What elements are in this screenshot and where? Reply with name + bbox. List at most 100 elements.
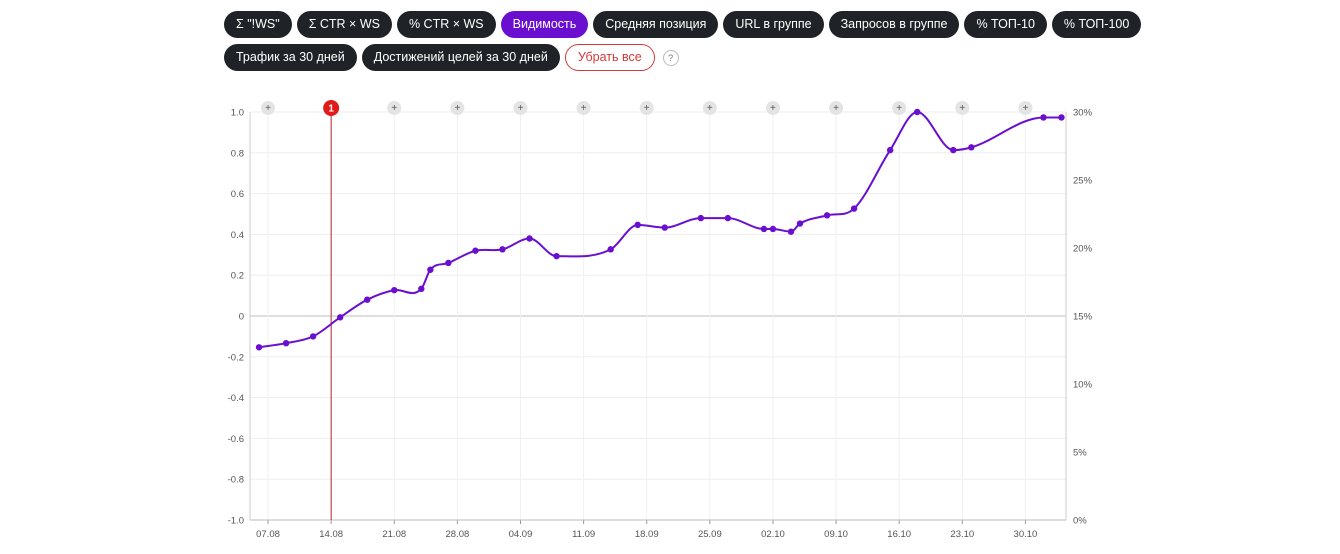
add-event-button[interactable] [513, 101, 528, 115]
metric-pill-достижений-целей-за-30-дней[interactable]: Достижений целей за 30 дней [361, 44, 560, 71]
add-event-plus-icon: + [644, 103, 650, 114]
data-point [364, 296, 371, 303]
y-left-tick-label: -0.6 [228, 434, 244, 445]
data-point [472, 247, 479, 254]
data-point [553, 252, 560, 260]
metric-pill-топ-10[interactable]: % ТОП-10 [964, 11, 1047, 38]
add-event-plus-icon: + [581, 103, 587, 114]
data-point [309, 333, 317, 340]
x-tick-label: 11.09 [572, 529, 595, 540]
add-event-button[interactable] [702, 101, 717, 115]
metric-toolbar: Σ "!WS" Σ CTR × WS% CTR × WS Видимость Сред… [224, 11, 1142, 77]
data-point [661, 224, 668, 231]
y-left-tick-label: 0.8 [231, 148, 244, 159]
x-tick-label: 14.08 [319, 529, 343, 540]
x-tick-label: 16.10 [887, 529, 911, 540]
data-point [823, 212, 831, 219]
metric-row-2: Трафик за 30 дней Достижений целей за 30 … [224, 44, 1124, 71]
data-point [445, 259, 452, 267]
event-marker-badge [323, 100, 340, 116]
add-event-plus-icon: + [391, 103, 397, 114]
add-event-plus-icon: + [896, 103, 902, 114]
y-left-tick-label: 1.0 [231, 108, 244, 119]
metric-pill-ws[interactable]: Σ "!WS" [224, 11, 292, 38]
x-tick-label: 04.09 [509, 529, 533, 540]
data-point [1058, 114, 1065, 121]
data-point [634, 221, 641, 229]
visibility-series-line [258, 110, 1062, 349]
add-event-plus-icon: + [454, 103, 460, 114]
add-event-button[interactable] [829, 101, 844, 115]
y-left-tick-label: 0.6 [231, 189, 244, 200]
data-point [336, 314, 344, 321]
metric-pill-трафик-за-30-дней[interactable]: Трафик за 30 дней [224, 44, 357, 71]
data-point [255, 344, 263, 351]
metric-row-1: Σ "!WS" Σ CTR × WS% CTR × WS Видимость Сред… [224, 11, 1142, 38]
metric-pill-ctr-ws[interactable]: Σ CTR × WS [296, 11, 392, 38]
add-event-button[interactable] [955, 101, 970, 115]
add-event-button[interactable] [387, 101, 402, 115]
data-point [418, 285, 425, 292]
data-point [1040, 114, 1047, 121]
x-tick-label: 02.10 [761, 529, 785, 540]
metric-pill-средняя-позиция[interactable]: Средняя позиция [593, 11, 719, 38]
metric-pill-топ-100[interactable]: % ТОП-100 [1051, 11, 1142, 38]
add-event-button[interactable] [450, 101, 465, 115]
add-event-plus-icon: + [707, 103, 713, 114]
add-event-plus-icon: + [1023, 103, 1029, 114]
y-right-tick-label: 30% [1073, 108, 1093, 119]
data-point [760, 225, 768, 233]
x-tick-label: 21.08 [382, 529, 406, 540]
x-tick-label: 23.10 [950, 529, 974, 540]
y-right-tick-label: 0% [1073, 516, 1087, 527]
x-tick-label: 25.09 [698, 529, 722, 540]
metric-pill-запросов-в-группе[interactable]: Запросов в группе [828, 11, 960, 38]
add-event-button[interactable] [892, 101, 907, 115]
y-left-tick-label: 0.2 [231, 271, 244, 282]
y-right-tick-label: 15% [1073, 312, 1093, 323]
data-point [787, 228, 795, 235]
metric-pill-ctr-ws[interactable]: % CTR × WS [396, 11, 496, 38]
data-point [769, 225, 777, 233]
y-left-tick-label: 0.4 [231, 230, 244, 241]
data-point [607, 246, 614, 253]
add-event-plus-icon: + [518, 103, 524, 114]
metric-pill-url-в-группе[interactable]: URL в группе [723, 11, 824, 38]
x-tick-label: 09.10 [824, 529, 848, 540]
x-tick-label: 30.10 [1014, 529, 1038, 540]
y-right-tick-label: 25% [1073, 176, 1093, 187]
data-point [526, 235, 533, 242]
data-point [391, 286, 398, 294]
add-event-plus-icon: + [770, 103, 776, 114]
y-left-tick-label: -0.2 [228, 352, 244, 363]
data-point [499, 246, 506, 253]
x-tick-label: 07.08 [256, 529, 280, 540]
y-left-tick-label: -1.0 [228, 516, 244, 527]
data-point [914, 108, 921, 116]
data-point [796, 220, 804, 227]
y-left-tick-label: -0.8 [228, 475, 244, 486]
add-event-button[interactable] [639, 101, 654, 115]
y-left-tick-label: -0.4 [228, 393, 244, 404]
event-marker-number: 1 [328, 104, 334, 115]
data-point [724, 214, 732, 222]
help-icon[interactable]: ? [662, 49, 679, 66]
add-event-button[interactable] [1018, 101, 1033, 115]
add-event-button[interactable] [765, 101, 780, 115]
y-left-tick-label: 0 [239, 312, 244, 323]
add-event-button[interactable] [261, 101, 276, 115]
add-event-plus-icon: + [265, 103, 271, 114]
data-point [282, 340, 290, 347]
data-point [850, 205, 858, 212]
clear-all-button[interactable]: Убрать все [564, 44, 655, 71]
y-right-tick-label: 20% [1073, 244, 1093, 255]
y-right-tick-label: 5% [1073, 448, 1087, 459]
add-event-button[interactable] [576, 101, 591, 115]
x-tick-label: 18.09 [635, 529, 659, 540]
data-point [886, 146, 894, 154]
x-tick-label: 28.08 [445, 529, 469, 540]
data-point [950, 146, 957, 154]
data-point [427, 266, 434, 273]
metric-pill-видимость[interactable]: Видимость [500, 11, 589, 38]
